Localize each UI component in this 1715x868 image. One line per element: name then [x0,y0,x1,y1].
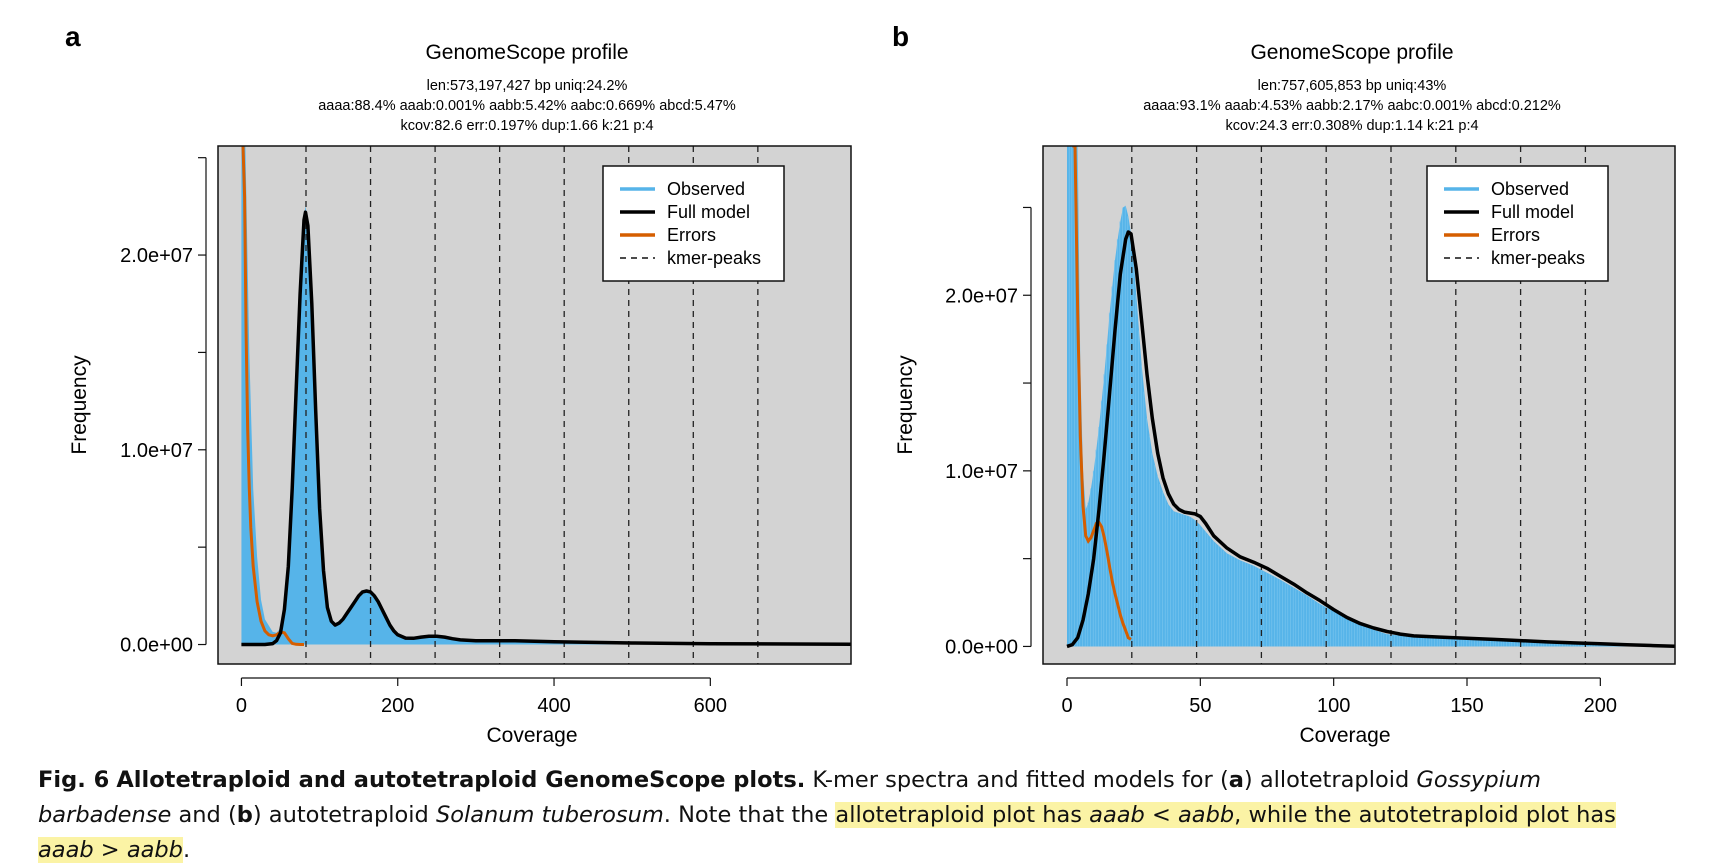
errors-line [241,146,304,646]
stats-line: len:573,197,427 bp uniq:24.2% [427,78,628,94]
y-tick-label: 1.0e+07 [945,461,1018,483]
y-tick-label: 1.0e+07 [120,440,193,462]
caption-text: and ( [171,802,237,828]
caption-label: Fig. 6 [38,767,110,793]
legend-label: Observed [1491,179,1569,199]
figure: a GenomeScope profile len:573,197,427 bp… [65,21,1676,747]
panel-letter: b [892,21,909,52]
errors-line [1072,146,1132,641]
plot-marks [241,146,851,664]
caption-text: , while the autotetraploid plot has [1234,802,1616,828]
plot-frame [217,145,852,665]
legend-label: kmer-peaks [1491,248,1585,268]
less-than-sign: < [1144,802,1178,828]
full-model-line [241,210,851,647]
legend-label: kmer-peaks [667,248,761,268]
caption-text: . [182,837,191,863]
observed-area [241,146,851,645]
genotype-term: aabb [126,837,183,863]
caption-title: Allotetraploid and autotetraploid Genome… [116,767,806,793]
legend: Observed Full model Errors kmer-peaks [1426,165,1609,282]
caption-text: K-mer spectra and fitted models for ( [805,767,1229,793]
y-tick-label: 2.0e+07 [120,245,193,267]
x-tick-label: 0 [1061,695,1072,717]
legend-label: Observed [667,179,745,199]
stats-line: kcov:24.3 err:0.308% dup:1.14 k:21 p:4 [1225,118,1478,134]
caption-ref-a: a [1228,767,1244,793]
x-axis-label: Coverage [1299,724,1390,747]
legend-label: Full model [667,202,750,222]
x-tick-label: 100 [1317,695,1350,717]
x-tick-label: 150 [1450,695,1483,717]
genotype-term: aaab [38,837,94,863]
stats-line: aaaa:88.4% aaab:0.001% aabb:5.42% aabc:0… [318,98,736,114]
x-tick-label: 400 [537,695,570,717]
caption-text: ) allotetraploid [1243,767,1417,793]
figure-caption: Fig. 6 Allotetraploid and autotetraploid… [38,763,1678,868]
y-axis-label: Frequency [894,355,917,455]
plot-marks [1066,146,1675,664]
y-tick-label: 0.0e+00 [945,636,1018,658]
caption-text: allotetraploid plot has [835,802,1090,828]
axes: 0 50 100 150 200 0.0e+00 1.0e+07 2.0e+07 [945,206,1617,717]
axes: 0 200 400 600 0.0e+00 1.0e+07 2.0e+07 [120,157,727,717]
plot-frame [1042,145,1676,665]
x-tick-label: 200 [381,695,414,717]
stats-line: kcov:82.6 err:0.197% dup:1.66 k:21 p:4 [400,118,653,134]
genotype-term: aaab [1089,802,1145,828]
full-model-line [1066,230,1675,649]
panel-a: a GenomeScope profile len:573,197,427 bp… [65,21,852,747]
legend-label: Errors [667,225,716,245]
legend-label: Full model [1491,202,1574,222]
y-tick-label: 0.0e+00 [120,635,193,657]
x-tick-label: 600 [694,695,727,717]
x-tick-label: 0 [236,695,247,717]
y-tick-label: 2.0e+07 [945,285,1018,307]
caption-text: ) autotetraploid [252,802,436,828]
species-name: Gossypium barbadense [38,767,1542,828]
x-tick-label: 50 [1189,695,1211,717]
legend-box [1426,165,1609,282]
legend-label: Errors [1491,225,1540,245]
greater-than-sign: > [93,837,127,863]
panel-letter: a [65,21,81,52]
y-axis-label: Frequency [68,355,91,455]
x-axis-label: Coverage [486,724,577,747]
stats-line: len:757,605,853 bp uniq:43% [1258,78,1447,94]
panel-b: b GenomeScope profile len:757,605,853 bp… [892,21,1676,747]
stats-line: aaaa:93.1% aaab:4.53% aabb:2.17% aabc:0.… [1143,98,1561,114]
chart-title: GenomeScope profile [1250,41,1453,64]
caption-text: . Note that the [663,802,836,828]
genotype-term: aabb [1178,802,1235,828]
caption-ref-b: b [236,802,253,828]
legend-box [602,165,785,282]
chart-title: GenomeScope profile [425,41,628,64]
legend: Observed Full model Errors kmer-peaks [602,165,785,282]
x-tick-label: 200 [1584,695,1617,717]
species-name: Solanum tuberosum [435,802,664,828]
